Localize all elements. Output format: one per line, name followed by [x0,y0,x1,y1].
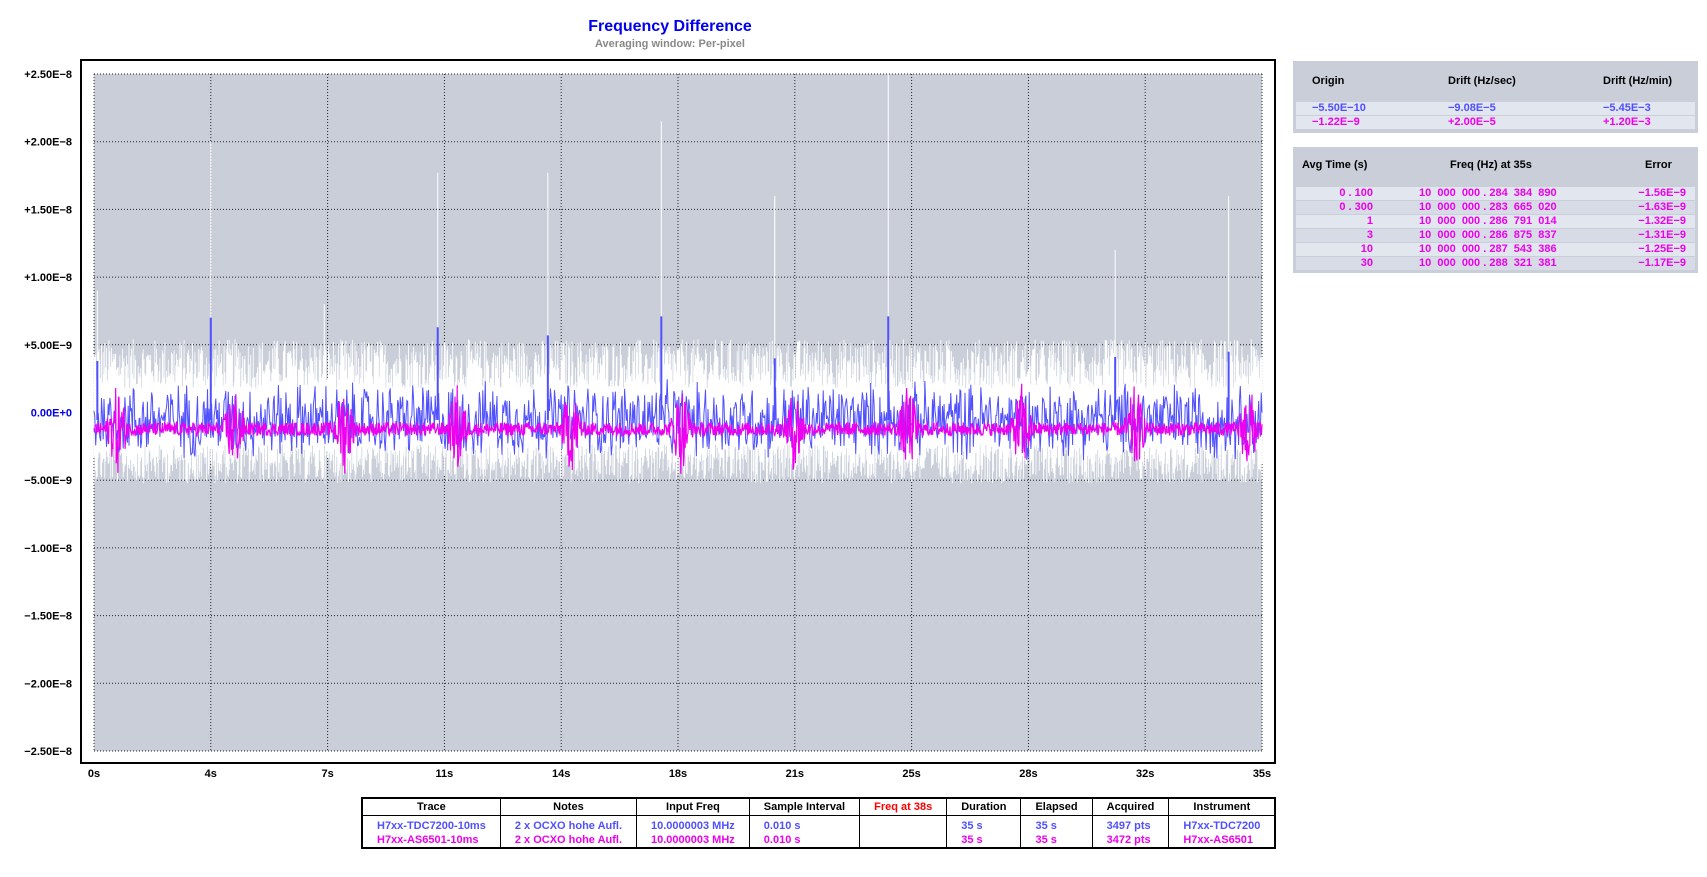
y-tick-label: −5.00E−9 [24,475,72,487]
freq-value: 10 000 000 . 284 384 890 [1419,187,1557,199]
y-tick-label: +5.00E−9 [24,340,72,352]
cell-notes: 2 x OCXO hohe Aufl. [499,815,637,833]
freq-value: 10 000 000 . 283 665 020 [1419,201,1557,213]
cell-freq-at [859,833,947,848]
y-tick-label: +2.00E−8 [24,137,72,149]
frequency-difference-chart: +2.50E−8 +2.00E−8 +1.50E−8 +1.00E−8 +5.00E−9… [24,59,1276,780]
y-tick-label: 0.00E+0 [31,408,72,420]
x-tick-label: 7s [321,768,333,780]
freq-error: −1.31E−9 [1638,229,1686,241]
x-tick-label: 28s [1019,768,1037,780]
col-acquired: Acquired [1091,798,1169,816]
y-tick-label: −1.00E−8 [24,543,72,555]
col-elapsed: Elapsed [1020,798,1093,816]
cell-instrument: H7xx-TDC7200 [1168,815,1276,833]
col-trace: Trace [362,798,501,816]
y-tick-label: −2.50E−8 [24,746,72,758]
cell-duration: 35 s [946,815,1021,833]
cell-trace: H7xx-AS6501-10ms [362,833,501,848]
freq-error: −1.63E−9 [1638,201,1686,213]
y-tick-label: +2.50E−8 [24,69,72,81]
y-tick-label: −2.00E−8 [24,678,72,690]
drift-panel: Origin Drift (Hz/sec) Drift (Hz/min) −5.… [1293,61,1698,133]
drift-sec-1: −9.08E−5 [1448,102,1496,114]
col-notes: Notes [499,798,637,816]
col-sample-interval: Sample Interval [748,798,860,816]
table-row: H7xx-TDC7200-10ms 2 x OCXO hohe Aufl. 10… [362,815,1276,833]
cell-freq-at [859,815,947,833]
header-freq: Freq (Hz) at 35s [1450,159,1532,171]
freq-value: 10 000 000 . 286 875 837 [1419,229,1557,241]
drift-min-2: +1.20E−3 [1603,116,1651,128]
x-axis: 0s 4s 7s 11s 14s 18s 21s 25s 28s 32s 35s [88,768,1271,780]
x-tick-label: 32s [1136,768,1154,780]
x-tick-label: 4s [205,768,217,780]
freq-error: −1.32E−9 [1638,215,1686,227]
series-line-as6501 [93,383,1263,474]
x-tick-label: 0s [88,768,100,780]
y-tick-label: +1.50E−8 [24,204,72,216]
y-axis: +2.50E−8 +2.00E−8 +1.50E−8 +1.00E−8 +5.00E−9… [24,69,72,758]
header-error: Error [1645,159,1672,171]
cell-duration: 35 s [946,833,1021,848]
y-tick-label: −1.50E−8 [24,611,72,623]
freq-avg-time: 1 [1366,215,1373,227]
cell-trace: H7xx-TDC7200-10ms [362,815,501,833]
chart-title: Frequency Difference [588,18,752,35]
col-input-freq: Input Freq [636,798,750,816]
cell-elapsed: 35 s [1020,833,1093,848]
series-line-tdc7200 [93,379,1263,461]
cell-elapsed: 35 s [1020,815,1093,833]
cell-acquired: 3472 pts [1091,833,1169,848]
cell-instrument: H7xx-AS6501 [1168,833,1276,848]
header-origin: Origin [1312,75,1345,87]
freq-value: 10 000 000 . 287 543 386 [1419,243,1557,255]
freq-avg-time: 10 [1360,243,1373,255]
header-drift-min: Drift (Hz/min) [1603,75,1673,87]
cell-input-freq: 10.0000003 MHz [636,815,750,833]
chart-subtitle: Averaging window: Per-pixel [595,38,745,50]
x-tick-label: 21s [786,768,804,780]
cell-input-freq: 10.0000003 MHz [636,833,750,848]
drift-origin-1: −5.50E−10 [1312,102,1366,114]
x-tick-label: 14s [552,768,570,780]
drift-min-1: −5.45E−3 [1603,102,1651,114]
freq-avg-time: 0 . 100 [1339,187,1373,199]
col-instrument: Instrument [1168,798,1276,816]
cell-notes: 2 x OCXO hohe Aufl. [499,833,637,848]
freq-error: −1.56E−9 [1638,187,1686,199]
cell-sample-interval: 0.010 s [748,815,860,833]
table-row: H7xx-AS6501-10ms 2 x OCXO hohe Aufl. 10.… [362,833,1276,848]
header-drift-sec: Drift (Hz/sec) [1448,75,1516,87]
freq-error: −1.17E−9 [1638,257,1686,269]
header-avg-time: Avg Time (s) [1302,159,1368,171]
x-tick-label: 35s [1253,768,1271,780]
cell-acquired: 3497 pts [1091,815,1169,833]
freq-avg-time: 30 [1360,257,1373,269]
freq-avg-time: 3 [1366,229,1373,241]
grid [93,73,1263,752]
freq-value: 10 000 000 . 286 791 014 [1419,215,1557,227]
x-tick-label: 11s [436,768,454,780]
cell-sample-interval: 0.010 s [748,833,860,848]
x-tick-label: 25s [902,768,920,780]
col-freq-at: Freq at 38s [859,798,947,816]
freq-panel: Avg Time (s) Freq (Hz) at 35s Error 0 . … [1293,147,1698,273]
trace-info-table: Trace Notes Input Freq Sample Interval F… [361,797,1277,849]
x-tick-label: 18s [669,768,687,780]
freq-avg-time: 0 . 300 [1339,201,1373,213]
series-layer [93,74,1263,484]
freq-value: 10 000 000 . 288 321 381 [1419,257,1557,269]
freq-error: −1.25E−9 [1638,243,1686,255]
y-tick-label: +1.00E−8 [24,272,72,284]
col-duration: Duration [946,798,1021,816]
drift-sec-2: +2.00E−5 [1448,116,1496,128]
drift-origin-2: −1.22E−9 [1312,116,1360,128]
series-envelope-tdc7200 [93,338,1263,484]
